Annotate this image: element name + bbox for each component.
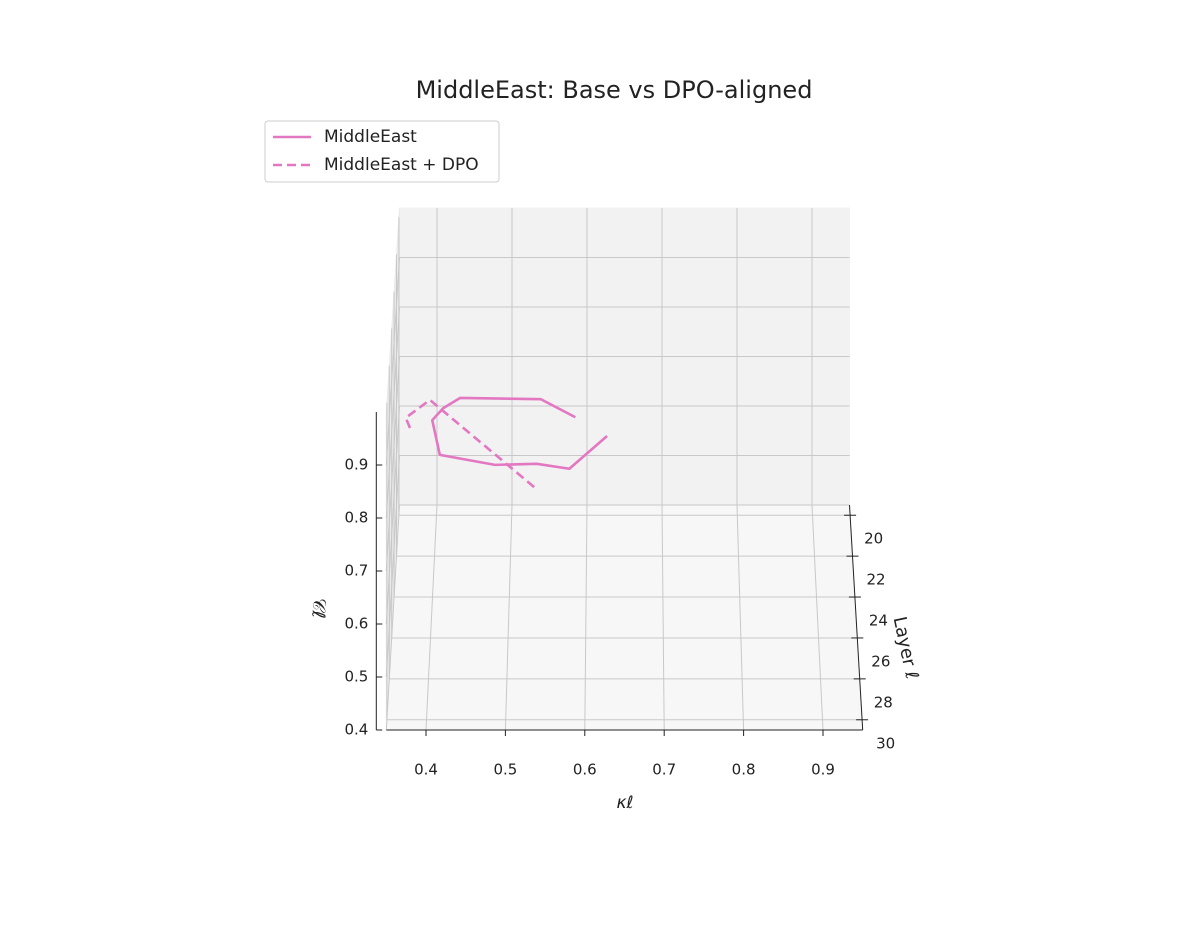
grid-line bbox=[385, 356, 400, 572]
z-tick-label: 0.5 bbox=[344, 668, 368, 686]
x-axis-label: κℓ bbox=[616, 793, 633, 813]
x-tick-label: 0.4 bbox=[414, 761, 438, 779]
grid-line bbox=[425, 504, 438, 731]
grid-line bbox=[385, 405, 400, 625]
series-line bbox=[430, 396, 608, 471]
series-line bbox=[404, 398, 536, 489]
z-tick-label: 0.9 bbox=[344, 456, 368, 474]
grid-line bbox=[385, 455, 400, 678]
legend-box bbox=[264, 120, 500, 183]
legend: MiddleEast MiddleEast + DPO bbox=[264, 120, 500, 183]
grid-line bbox=[661, 504, 665, 731]
grid-line bbox=[385, 504, 400, 731]
y-tick-label: 24 bbox=[869, 612, 888, 630]
y-tick-label: 26 bbox=[871, 652, 890, 670]
y-tick-label: 20 bbox=[864, 530, 883, 548]
x-tick-label: 0.7 bbox=[652, 761, 676, 779]
chart-title: MiddleEast: Base vs DPO-aligned bbox=[416, 76, 813, 104]
grid-line bbox=[811, 504, 824, 731]
y-axis-label: Layer ℓ bbox=[889, 615, 923, 681]
grid-line bbox=[584, 504, 588, 731]
y-tick-label: 28 bbox=[874, 693, 893, 711]
legend-label: MiddleEast bbox=[324, 127, 417, 147]
z-tick-label: 0.7 bbox=[344, 562, 368, 580]
grid-line bbox=[736, 504, 745, 731]
grid-line bbox=[504, 504, 513, 731]
y-axis-line bbox=[849, 504, 864, 731]
y-tick-label: 30 bbox=[876, 734, 895, 752]
z-axis-label: 𝒞ℓ bbox=[307, 597, 330, 619]
x-tick-label: 0.6 bbox=[573, 761, 597, 779]
legend-label: MiddleEast + DPO bbox=[324, 155, 479, 175]
x-tick-label: 0.5 bbox=[493, 761, 517, 779]
z-tick-label: 0.4 bbox=[344, 721, 368, 739]
x-tick-label: 0.8 bbox=[732, 761, 756, 779]
z-tick-label: 0.6 bbox=[344, 615, 368, 633]
grid-line bbox=[385, 306, 400, 519]
z-tick-label: 0.8 bbox=[344, 509, 368, 527]
floor-pane bbox=[385, 504, 864, 731]
x-tick-label: 0.9 bbox=[811, 761, 835, 779]
grid-line bbox=[385, 257, 400, 466]
y-tick-label: 22 bbox=[867, 571, 886, 589]
